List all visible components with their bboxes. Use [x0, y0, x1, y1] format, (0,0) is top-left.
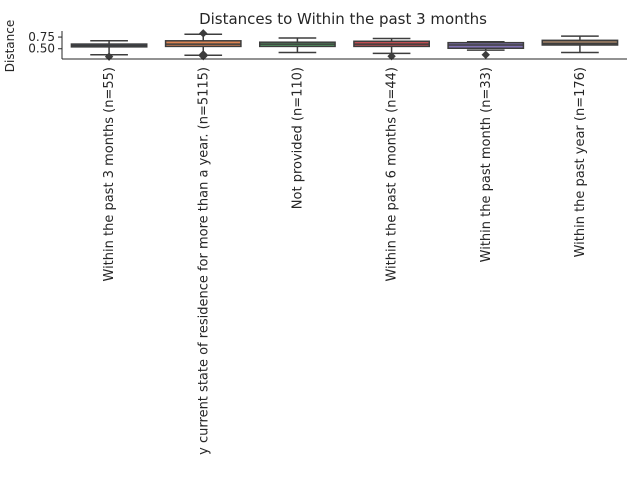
box-group	[353, 37, 430, 61]
y-tick-label: 0.75	[28, 30, 55, 44]
x-tick-label: Not provided (n=110)	[290, 67, 305, 209]
outlier-point	[104, 52, 114, 61]
chart-title: Distances to Within the past 3 months	[199, 10, 487, 28]
outlier-point	[481, 50, 490, 60]
outlier-point	[199, 51, 208, 61]
box-group	[259, 37, 336, 54]
y-tick-label: 0.50	[28, 42, 55, 56]
box-group	[70, 40, 148, 61]
x-tick-label: Within the past 3 months (n=55)	[102, 67, 117, 282]
y-axis: 0.500.75	[28, 30, 62, 56]
boxes-layer	[70, 29, 619, 61]
outlier-point	[199, 29, 208, 38]
y-axis-label: Distance	[3, 20, 17, 72]
box-group	[164, 29, 242, 61]
x-tick-label: Within the past year (n=176)	[573, 67, 588, 257]
box-iqr	[541, 39, 619, 46]
box-group	[541, 35, 619, 54]
x-tick-label: Within the past month (n=33)	[479, 67, 494, 262]
x-tick-label: y current state of residence for more th…	[196, 67, 211, 455]
x-axis-labels: Within the past 3 months (n=55) y current…	[102, 67, 588, 455]
box-group	[447, 40, 525, 60]
x-tick-label: Within the past 6 months (n=44)	[385, 67, 400, 282]
outlier-point	[387, 51, 396, 61]
